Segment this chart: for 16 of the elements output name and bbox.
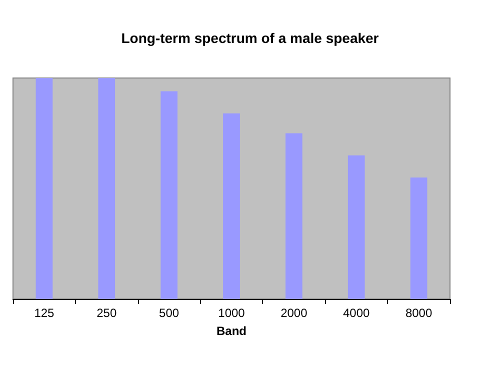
bar bbox=[348, 155, 365, 299]
x-tick-label: 8000 bbox=[405, 306, 432, 320]
x-tick-label: 1000 bbox=[218, 306, 246, 320]
x-axis-title: Band bbox=[216, 324, 246, 338]
x-tick-label: 4000 bbox=[343, 306, 370, 320]
x-tick-label: 125 bbox=[34, 306, 55, 320]
bar bbox=[36, 78, 53, 299]
bar bbox=[410, 177, 428, 299]
chart-title: Long-term spectrum of a male speaker bbox=[121, 30, 380, 46]
x-tick-label: 250 bbox=[96, 306, 117, 320]
x-tick-label: 500 bbox=[159, 306, 180, 320]
bar bbox=[98, 78, 116, 299]
bar bbox=[223, 113, 240, 299]
x-tick-label: 2000 bbox=[280, 306, 308, 320]
bar bbox=[286, 133, 302, 299]
bar bbox=[160, 91, 178, 299]
